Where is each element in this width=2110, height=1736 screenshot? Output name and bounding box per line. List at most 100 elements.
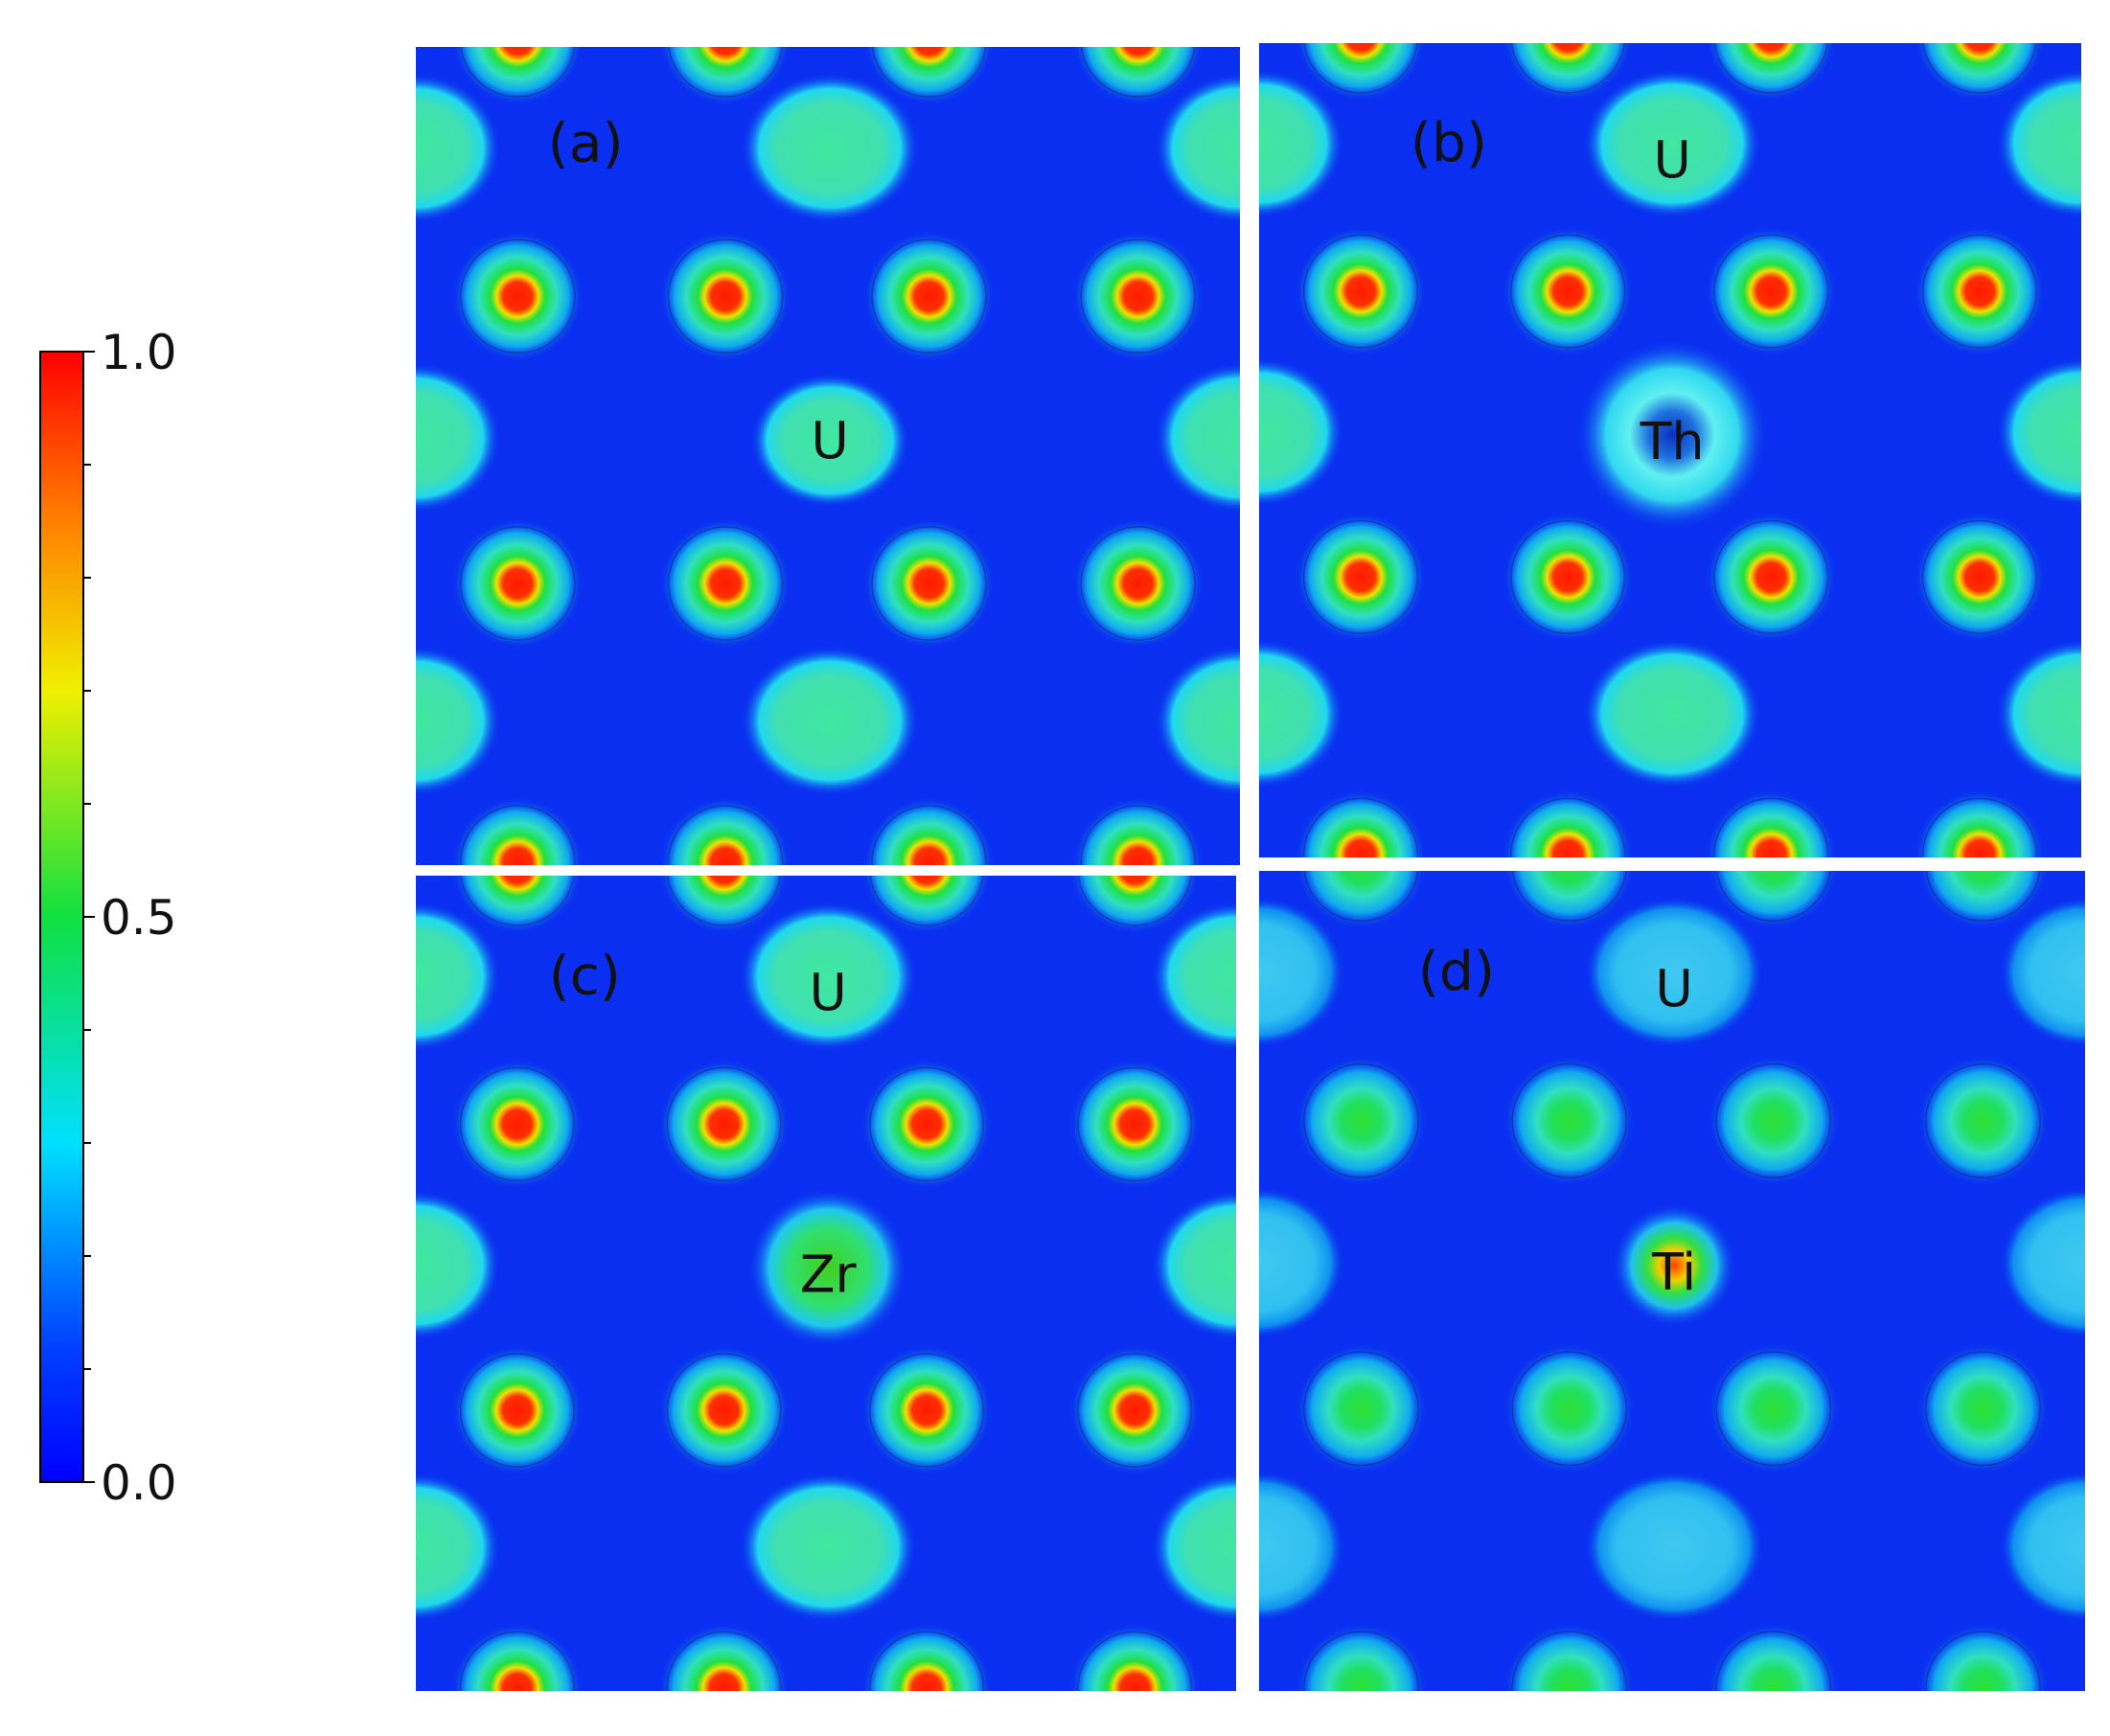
blob (416, 902, 500, 1051)
contour (1510, 519, 1626, 634)
contour (1303, 1351, 1419, 1467)
contour (1511, 1631, 1628, 1691)
atom (1069, 1060, 1200, 1189)
atom (1917, 1056, 2049, 1186)
blob (416, 1191, 500, 1339)
contour (666, 1353, 782, 1468)
atom (863, 231, 995, 361)
contour (869, 1066, 984, 1181)
atom (660, 797, 791, 865)
atom (1502, 790, 1634, 857)
atom (1917, 1623, 2049, 1691)
contour (1921, 519, 2038, 634)
blob (1259, 898, 1344, 1047)
atom (1296, 1056, 1427, 1186)
atom (1708, 1056, 1839, 1186)
contour (460, 526, 576, 641)
contour (1077, 1631, 1193, 1691)
atom (1296, 43, 1426, 102)
blob (1997, 70, 2081, 218)
contour (1922, 43, 2037, 94)
panel-label: (b) (1410, 112, 1487, 174)
contour (1303, 871, 1419, 922)
contour (871, 47, 987, 98)
contour (1715, 1062, 1832, 1178)
blob (1156, 363, 1240, 513)
atom (1069, 1345, 1200, 1475)
panel: (c) U Zr (416, 876, 1236, 1691)
atom (1915, 226, 2045, 356)
blob (1585, 1472, 1763, 1621)
contour (1715, 871, 1831, 922)
contour (667, 876, 782, 926)
atom (1917, 871, 2049, 929)
atom (1296, 226, 1426, 356)
atom (861, 1345, 992, 1475)
atom (660, 518, 791, 649)
contour (1921, 234, 2038, 349)
tick-label: 0.5 (101, 890, 177, 946)
atom (1502, 513, 1634, 642)
atom (1069, 1623, 1200, 1691)
contour (1511, 1351, 1628, 1467)
atom (452, 47, 583, 105)
atom (660, 47, 791, 105)
atom (1708, 1623, 1839, 1691)
contour (1713, 797, 1829, 857)
atom (1072, 797, 1204, 865)
contour (460, 239, 576, 354)
blob (740, 902, 916, 1051)
atom (1502, 43, 1633, 102)
blob (1152, 1191, 1236, 1339)
atom (1706, 513, 1837, 642)
atom (1296, 871, 1427, 929)
atom (1072, 231, 1204, 361)
atom (1296, 790, 1426, 857)
contour (869, 876, 984, 926)
atom (1917, 1343, 2049, 1473)
blob (1585, 898, 1763, 1047)
atom (658, 1345, 790, 1475)
atom (1296, 1623, 1427, 1691)
contour (1080, 47, 1196, 98)
center-atom (749, 1190, 906, 1346)
atom (1706, 43, 1836, 102)
contour (1925, 871, 2041, 922)
blob (1259, 1188, 1344, 1337)
atom (1502, 226, 1634, 356)
contour (1302, 234, 1419, 349)
contour (667, 239, 784, 354)
blob (416, 363, 500, 513)
contour (869, 1631, 984, 1691)
contour (1925, 1062, 2041, 1178)
atom (863, 47, 995, 105)
contour (1713, 43, 1828, 94)
atom (660, 231, 791, 361)
atom (658, 1060, 790, 1189)
contour (1080, 805, 1196, 865)
atom (1296, 1343, 1427, 1473)
atom-label: U (1655, 958, 1692, 1018)
atom (452, 797, 584, 865)
center-atom (1613, 1204, 1736, 1327)
contour (1080, 526, 1196, 641)
atom-label: Th (1640, 411, 1705, 471)
blob (1259, 640, 1343, 788)
contour (1715, 1631, 1832, 1691)
contour (1303, 1062, 1419, 1178)
blob (742, 74, 919, 222)
atom-label: U (811, 410, 848, 470)
atom (1915, 790, 2045, 857)
contour (459, 1353, 575, 1468)
contour (871, 805, 987, 865)
atom (1706, 790, 1837, 857)
atom (1915, 43, 2045, 102)
blob (1259, 1472, 1344, 1621)
atom (863, 797, 995, 865)
contour (667, 805, 784, 865)
atom (452, 1345, 583, 1475)
atom (452, 1623, 583, 1691)
atom (861, 876, 992, 934)
atom-label: U (1653, 129, 1690, 190)
tick-label: 1.0 (101, 325, 177, 380)
